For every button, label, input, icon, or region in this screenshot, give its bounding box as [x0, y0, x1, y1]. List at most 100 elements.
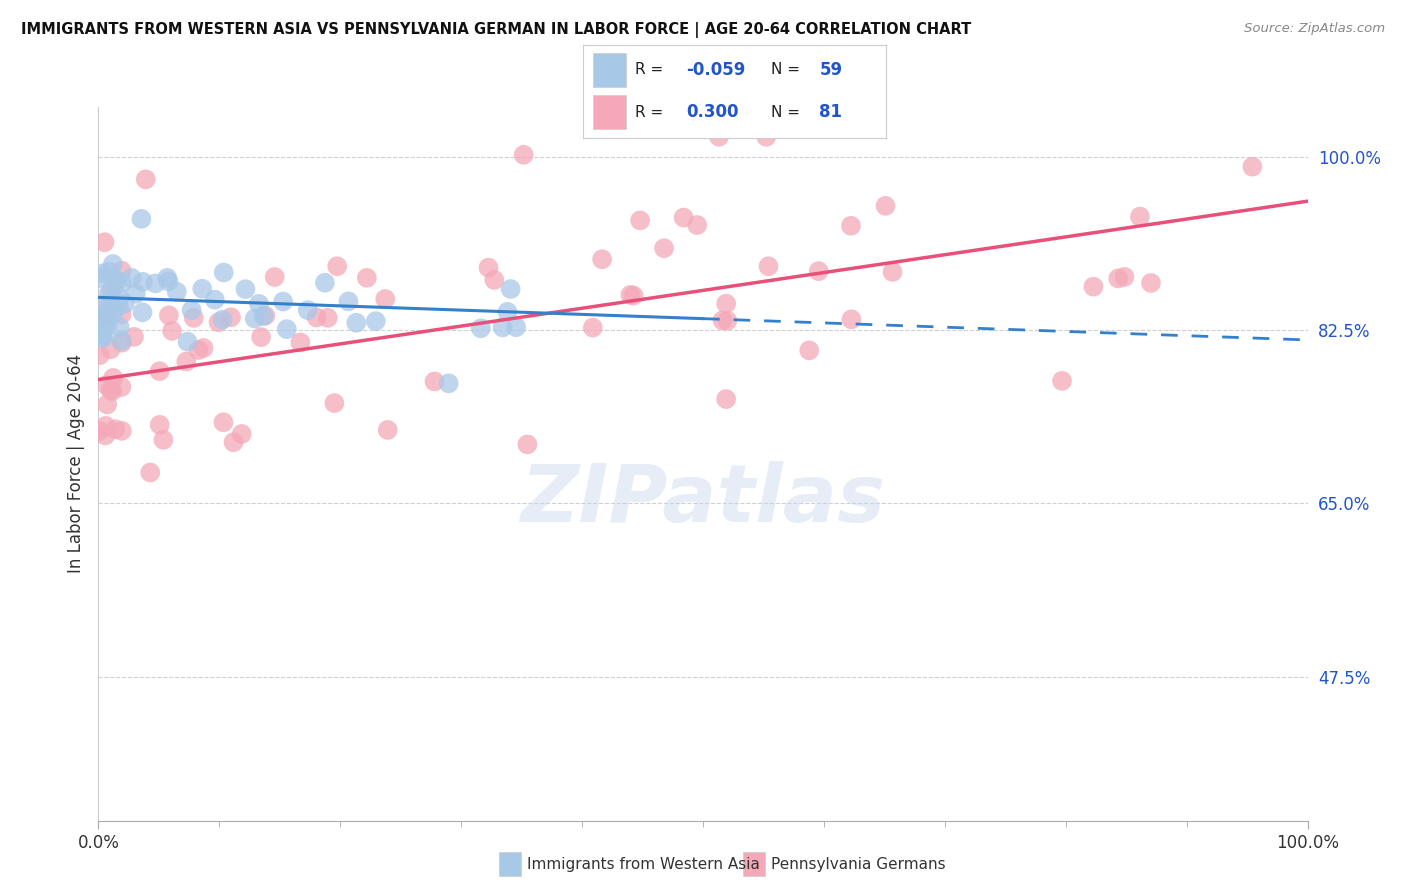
- Point: [314, 276, 336, 290]
- Point: [193, 341, 215, 355]
- Point: [377, 423, 399, 437]
- Point: [111, 276, 134, 290]
- Point: [1241, 160, 1264, 174]
- Text: Immigrants from Western Asia: Immigrants from Western Asia: [527, 857, 759, 871]
- Point: [316, 310, 339, 325]
- Point: [423, 375, 446, 389]
- Point: [297, 303, 319, 318]
- Point: [104, 422, 127, 436]
- Point: [139, 466, 162, 480]
- Bar: [592, 95, 626, 129]
- Point: [491, 320, 513, 334]
- Point: [799, 343, 821, 358]
- Point: [91, 315, 114, 329]
- Point: [839, 219, 862, 233]
- Point: [90, 316, 112, 330]
- Point: [207, 315, 229, 329]
- Point: [125, 286, 148, 301]
- Point: [252, 309, 274, 323]
- Point: [91, 328, 114, 343]
- Bar: [592, 53, 626, 87]
- Point: [94, 418, 117, 433]
- Point: [591, 252, 613, 267]
- Point: [211, 312, 233, 326]
- Point: [263, 270, 285, 285]
- Point: [89, 348, 111, 362]
- Point: [582, 320, 605, 334]
- Point: [101, 384, 124, 398]
- Point: [91, 266, 114, 280]
- Point: [505, 320, 527, 334]
- Point: [374, 292, 396, 306]
- Point: [131, 305, 153, 319]
- Point: [108, 320, 131, 334]
- Point: [1050, 374, 1073, 388]
- Point: [344, 316, 367, 330]
- Text: -0.059: -0.059: [686, 61, 745, 78]
- Point: [672, 211, 695, 225]
- Point: [247, 297, 270, 311]
- Point: [157, 308, 180, 322]
- Point: [470, 321, 492, 335]
- Point: [191, 282, 214, 296]
- Point: [204, 293, 226, 307]
- Point: [100, 285, 122, 300]
- Point: [114, 296, 136, 310]
- Text: 81: 81: [820, 103, 842, 121]
- Point: [882, 265, 904, 279]
- Point: [222, 435, 245, 450]
- Y-axis label: In Labor Force | Age 20-64: In Labor Force | Age 20-64: [66, 354, 84, 574]
- Point: [111, 424, 134, 438]
- Bar: [499, 853, 520, 876]
- Point: [290, 335, 312, 350]
- Point: [187, 343, 209, 357]
- Point: [758, 259, 780, 273]
- Point: [714, 392, 737, 406]
- Point: [135, 172, 157, 186]
- Point: [686, 218, 709, 232]
- Point: [1107, 271, 1129, 285]
- Point: [1129, 210, 1152, 224]
- Point: [93, 309, 115, 323]
- Point: [512, 148, 534, 162]
- Point: [96, 318, 118, 333]
- Point: [100, 304, 122, 318]
- Point: [1083, 279, 1105, 293]
- Point: [97, 264, 120, 278]
- Point: [271, 294, 294, 309]
- Point: [121, 270, 143, 285]
- Point: [108, 291, 131, 305]
- Point: [145, 277, 167, 291]
- Point: [94, 316, 117, 330]
- Point: [276, 322, 298, 336]
- Point: [716, 314, 738, 328]
- Point: [807, 264, 830, 278]
- Point: [619, 288, 641, 302]
- Point: [1140, 276, 1163, 290]
- Point: [93, 235, 115, 250]
- Point: [235, 282, 257, 296]
- Text: R =: R =: [636, 104, 668, 120]
- Point: [180, 303, 202, 318]
- Point: [111, 307, 134, 321]
- Point: [484, 273, 506, 287]
- Point: [122, 330, 145, 344]
- Point: [157, 274, 180, 288]
- Point: [101, 257, 124, 271]
- Text: 0.300: 0.300: [686, 103, 738, 121]
- Point: [105, 275, 128, 289]
- Point: [231, 427, 253, 442]
- Point: [149, 417, 172, 432]
- Point: [250, 330, 273, 344]
- Point: [110, 334, 132, 348]
- Point: [97, 286, 120, 301]
- Point: [477, 260, 499, 275]
- Point: [1114, 269, 1136, 284]
- Point: [841, 312, 863, 326]
- Point: [707, 129, 730, 144]
- Point: [160, 324, 183, 338]
- Point: [101, 371, 124, 385]
- Point: [111, 335, 134, 350]
- Point: [337, 294, 360, 309]
- Point: [94, 298, 117, 312]
